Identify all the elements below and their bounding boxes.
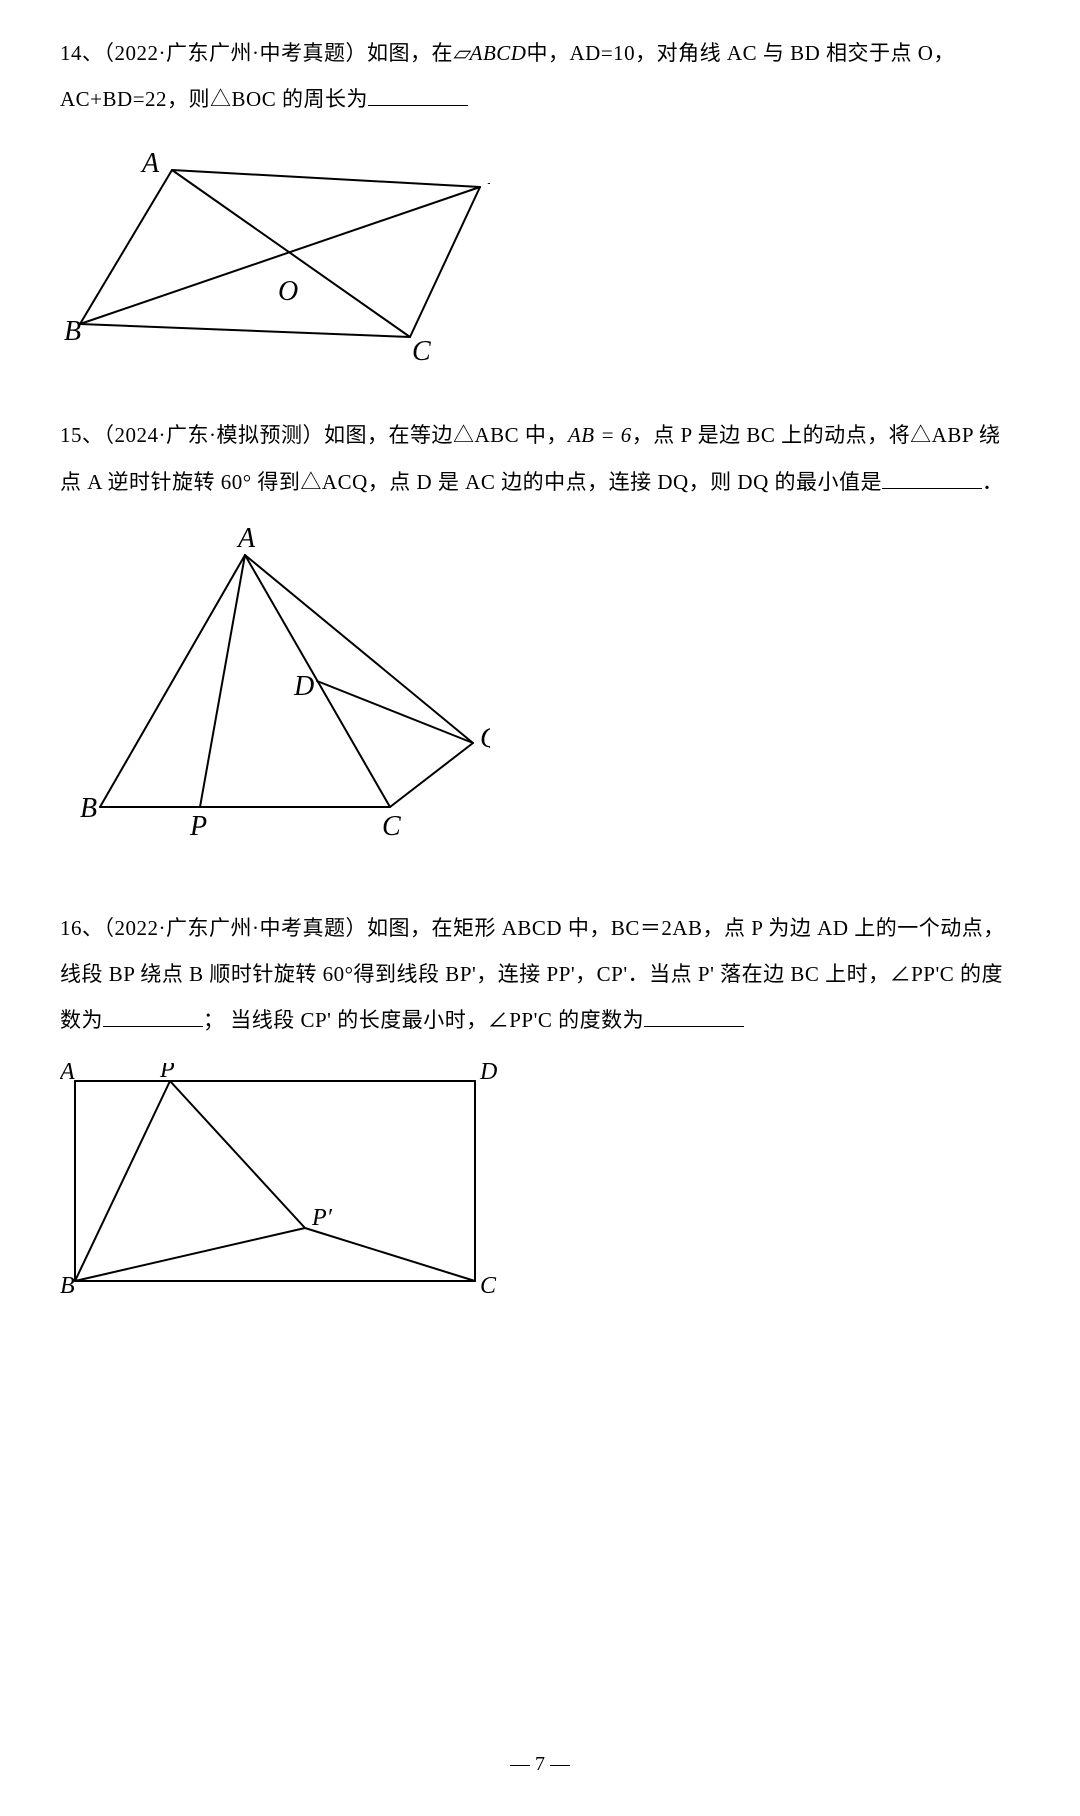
q14-source: （2022·广东广州·中考真题） bbox=[104, 41, 368, 65]
q15-figure: A B C P Q D bbox=[60, 525, 1020, 855]
q14-text: 14、（2022·广东广州·中考真题）如图，在▱ABCD中，AD=10，对角线 … bbox=[60, 30, 1020, 122]
question-16: 16、（2022·广东广州·中考真题）如图，在矩形 ABCD 中，BC＝2AB，… bbox=[60, 905, 1020, 1294]
q15-blank bbox=[882, 467, 982, 489]
q15-number: 15、 bbox=[60, 423, 104, 447]
q16-blank-2 bbox=[644, 1005, 744, 1027]
q14-body-a: 如图，在 bbox=[367, 41, 453, 65]
q14-svg: A B C D O bbox=[60, 142, 490, 362]
svg-text:O: O bbox=[278, 276, 298, 307]
svg-text:A: A bbox=[236, 525, 256, 554]
svg-text:C: C bbox=[382, 811, 401, 842]
svg-text:D: D bbox=[479, 1063, 497, 1085]
q16-figure: A B C D P P′ bbox=[60, 1063, 1020, 1293]
q16-body-b: 当线段 CP' 的长度最小时，∠PP'C 的度数为 bbox=[225, 1008, 645, 1032]
svg-text:P: P bbox=[159, 1063, 175, 1083]
q16-svg: A B C D P P′ bbox=[60, 1063, 500, 1293]
q16-blank-1 bbox=[103, 1005, 203, 1027]
svg-text:B: B bbox=[64, 316, 81, 347]
page: 14、（2022·广东广州·中考真题）如图，在▱ABCD中，AD=10，对角线 … bbox=[0, 0, 1080, 1816]
svg-text:P: P bbox=[189, 811, 207, 842]
q16-text: 16、（2022·广东广州·中考真题）如图，在矩形 ABCD 中，BC＝2AB，… bbox=[60, 905, 1020, 1044]
q14-blank bbox=[368, 84, 468, 106]
q14-abcd: ▱ABCD bbox=[453, 41, 526, 65]
q15-svg: A B C P Q D bbox=[60, 525, 490, 855]
page-number: — 7 — bbox=[60, 1753, 1020, 1776]
svg-text:P′: P′ bbox=[311, 1205, 333, 1231]
q15-ab: AB = 6 bbox=[568, 423, 632, 447]
q16-number: 16、 bbox=[60, 916, 104, 940]
q14-number: 14、 bbox=[60, 41, 104, 65]
q14-figure: A B C D O bbox=[60, 142, 1020, 362]
q15-period: ． bbox=[982, 470, 1004, 494]
q16-semi: ； bbox=[203, 1008, 225, 1032]
q15-body-a: 如图，在等边△ABC 中， bbox=[324, 423, 568, 447]
q15-source: （2024·广东·模拟预测） bbox=[104, 423, 325, 447]
svg-text:D: D bbox=[487, 160, 490, 191]
svg-text:Q: Q bbox=[480, 723, 490, 754]
q15-text: 15、（2024·广东·模拟预测）如图，在等边△ABC 中，AB = 6，点 P… bbox=[60, 412, 1020, 504]
svg-text:C: C bbox=[412, 336, 431, 362]
svg-text:B: B bbox=[60, 1273, 75, 1293]
svg-text:D: D bbox=[293, 671, 314, 702]
question-15: 15、（2024·广东·模拟预测）如图，在等边△ABC 中，AB = 6，点 P… bbox=[60, 412, 1020, 854]
svg-text:A: A bbox=[60, 1063, 75, 1085]
svg-text:C: C bbox=[480, 1273, 497, 1293]
svg-text:A: A bbox=[140, 148, 160, 179]
q16-source: （2022·广东广州·中考真题） bbox=[104, 916, 368, 940]
svg-text:B: B bbox=[80, 793, 97, 824]
question-14: 14、（2022·广东广州·中考真题）如图，在▱ABCD中，AD=10，对角线 … bbox=[60, 30, 1020, 362]
